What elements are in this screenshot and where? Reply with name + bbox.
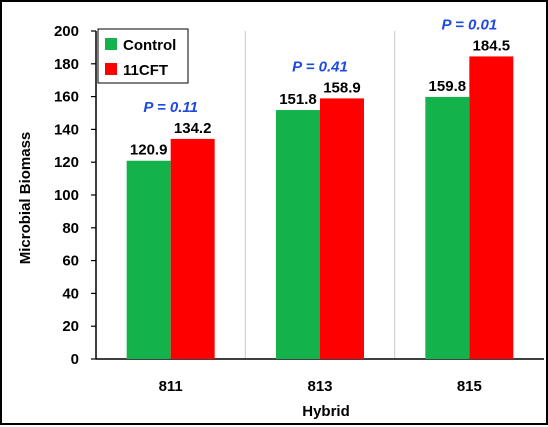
data-label: 184.5 xyxy=(473,37,511,54)
p-value-annotation: P = 0.41 xyxy=(292,58,348,75)
y-tick-label: 140 xyxy=(54,121,79,138)
p-value-annotation: P = 0.11 xyxy=(143,99,198,116)
bar-11cft-811 xyxy=(170,138,215,359)
y-tick-label: 120 xyxy=(54,154,79,171)
y-tick-label: 180 xyxy=(54,56,79,73)
legend: Control 11CFT xyxy=(97,28,189,84)
bar-control-815 xyxy=(425,96,470,359)
bar-11cft-815 xyxy=(469,56,514,360)
y-tick-label: 160 xyxy=(54,89,79,106)
data-label: 134.2 xyxy=(174,120,212,137)
data-label: 158.9 xyxy=(323,79,361,96)
legend-swatch-control xyxy=(105,38,117,50)
category-gridlines xyxy=(244,31,396,359)
p-value-annotation: P = 0.01 xyxy=(441,16,497,33)
legend-swatch-11cft xyxy=(105,63,117,75)
x-tick-label: 815 xyxy=(457,378,482,395)
bar-control-813 xyxy=(276,110,320,359)
x-tick-labels: 811 813 815 xyxy=(159,378,482,395)
p-value-annotations: P = 0.11 P = 0.41 P = 0.01 xyxy=(143,16,497,115)
y-tick-label: 60 xyxy=(62,253,79,270)
bars xyxy=(126,56,514,360)
data-label: 120.9 xyxy=(130,142,168,159)
x-axis-title: Hybrid xyxy=(302,403,350,420)
y-tick-label: 20 xyxy=(62,318,79,335)
y-tick-label: 0 xyxy=(71,351,79,368)
y-tick-label: 200 xyxy=(54,23,79,40)
y-tick-label: 40 xyxy=(62,285,79,302)
y-tick-label: 100 xyxy=(54,187,79,204)
data-labels: 120.9 151.8 159.8 134.2 158.9 184.5 xyxy=(130,37,510,158)
legend-label-control: Control xyxy=(123,37,176,54)
data-label: 151.8 xyxy=(279,91,317,108)
y-tick-label: 80 xyxy=(62,220,79,237)
bar-11cft-813 xyxy=(320,98,364,360)
y-axis-title: Microbial Biomass xyxy=(17,132,34,265)
data-label: 159.8 xyxy=(429,78,467,95)
y-tick-labels: 0 20 40 60 80 100 120 140 160 180 200 xyxy=(54,23,96,368)
x-tick-label: 813 xyxy=(307,378,332,395)
legend-label-11cft: 11CFT xyxy=(123,62,168,79)
x-tick-label: 811 xyxy=(159,378,183,395)
bar-control-811 xyxy=(126,160,171,359)
